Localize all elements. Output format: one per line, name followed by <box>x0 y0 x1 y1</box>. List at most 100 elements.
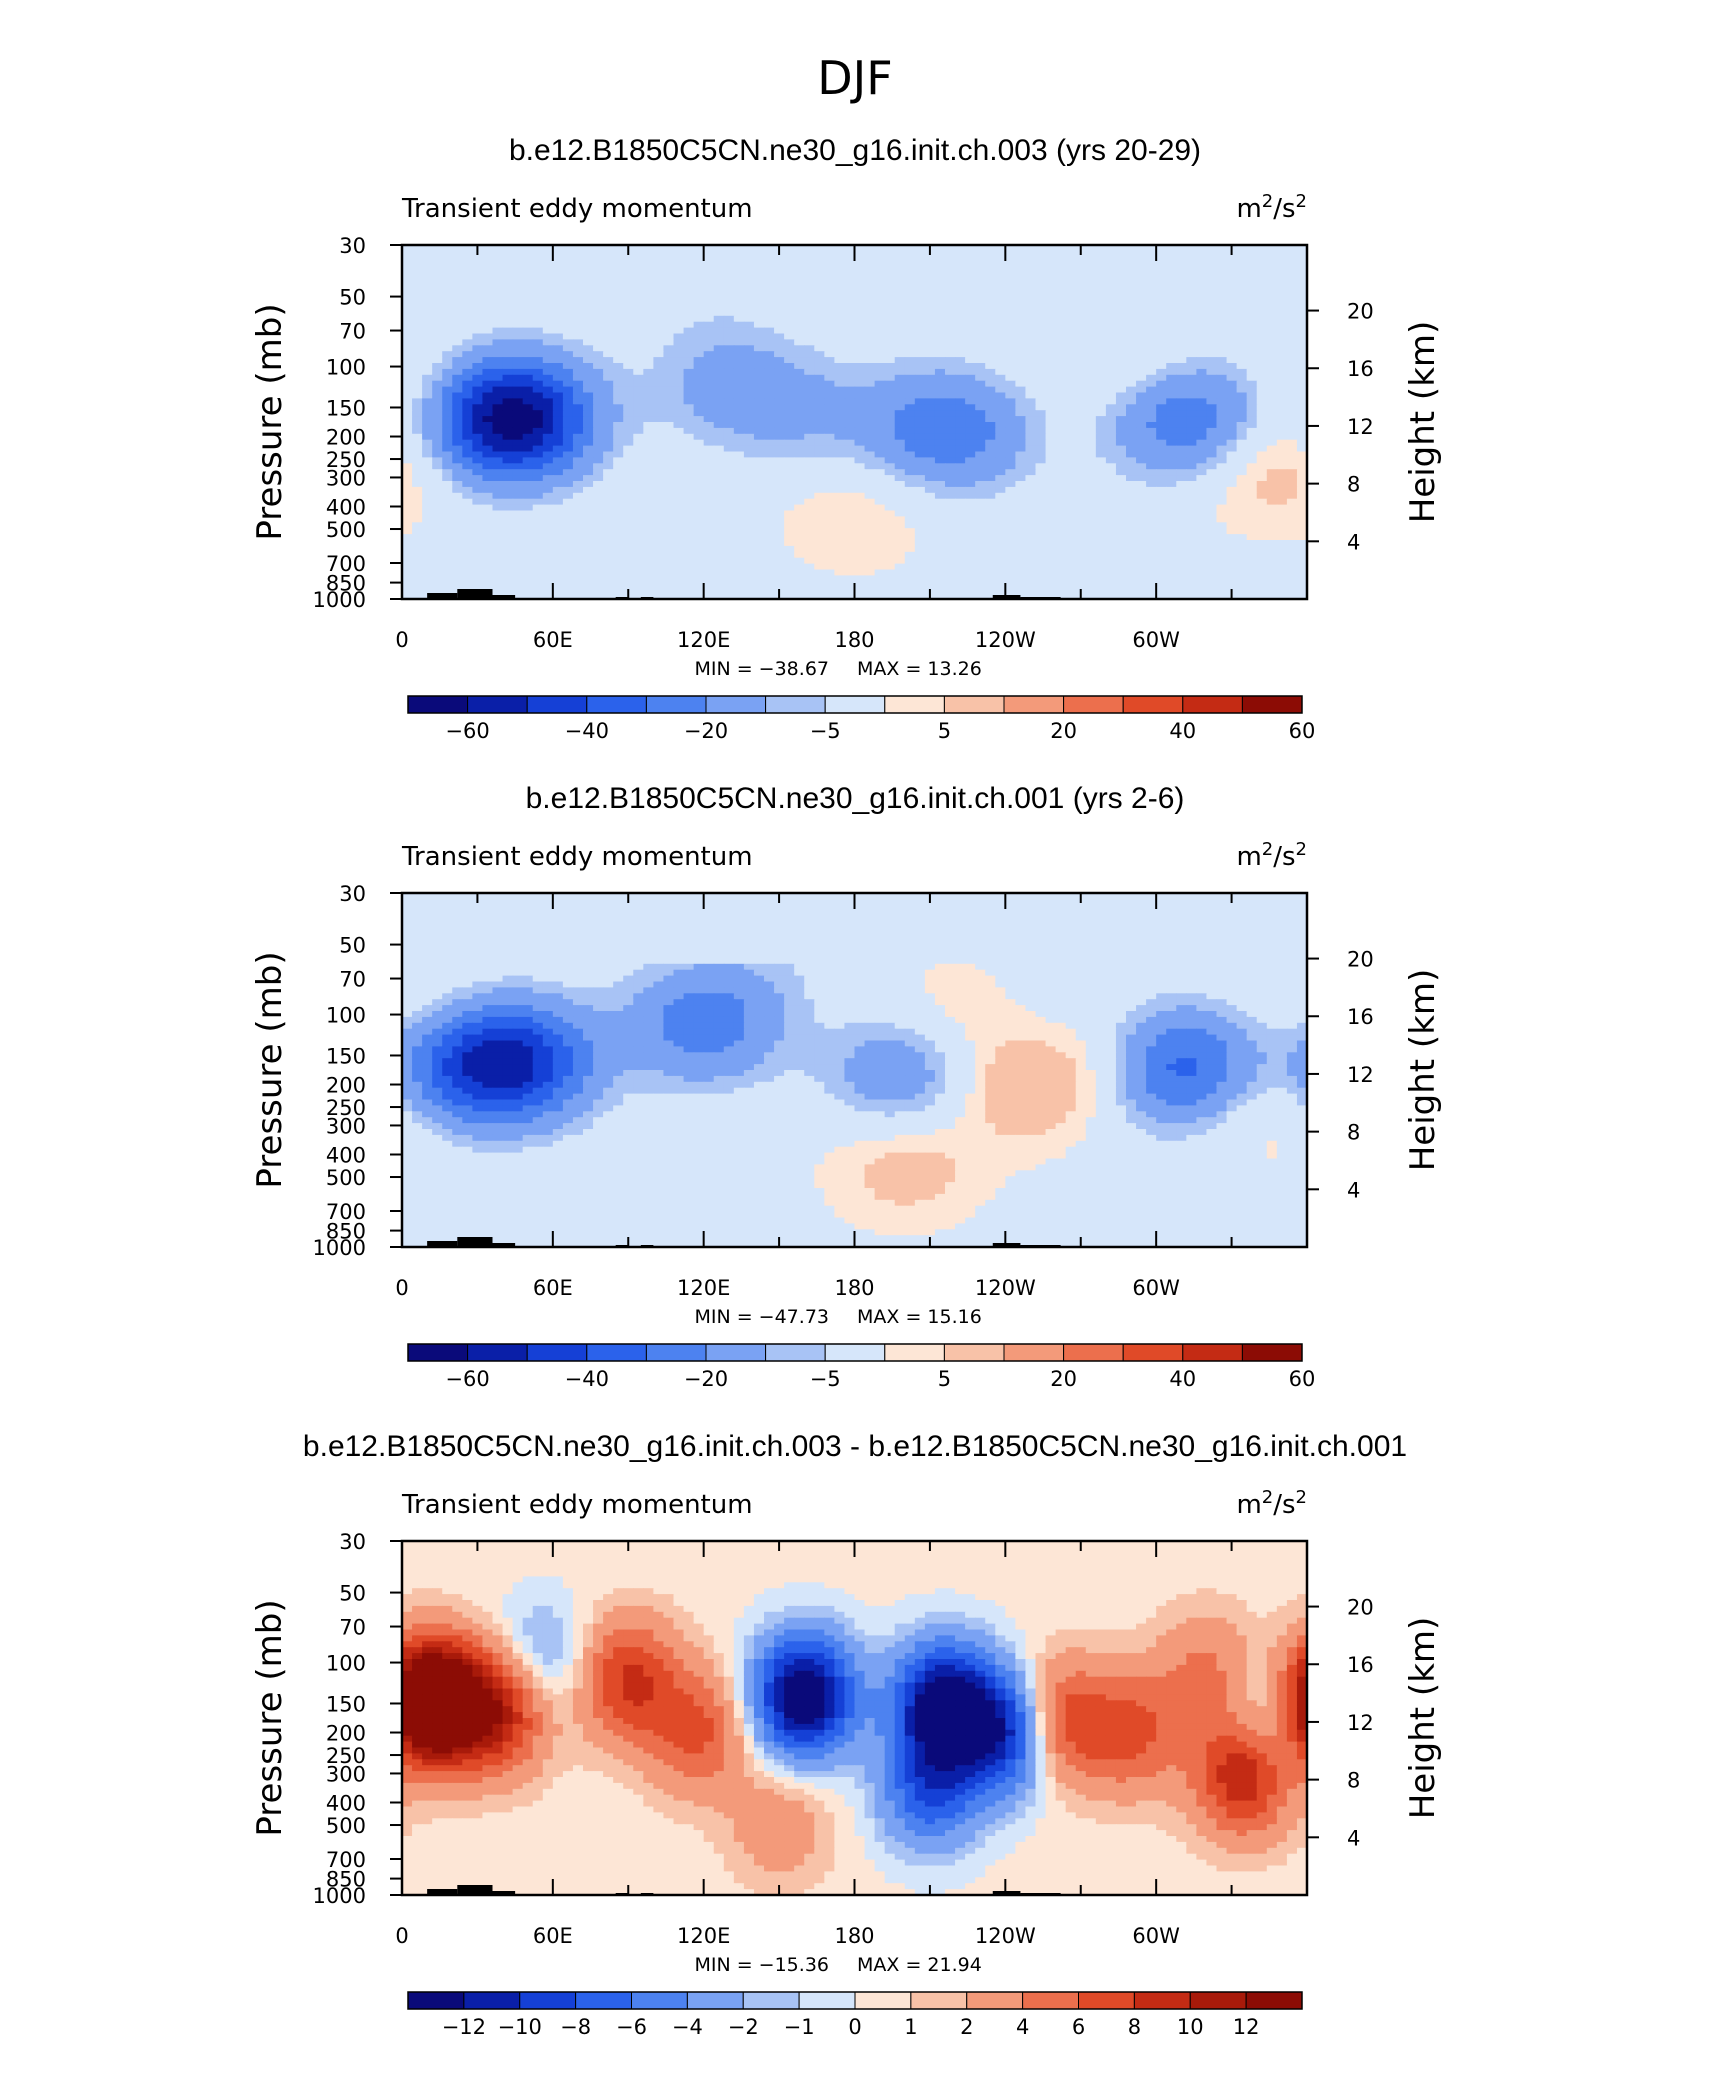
field-cell <box>854 363 866 370</box>
field-cell <box>593 292 604 299</box>
field-cell <box>542 392 554 399</box>
field-cell <box>462 422 473 429</box>
field-cell <box>462 445 473 453</box>
field-cell <box>1065 498 1077 506</box>
field-cell <box>733 262 745 270</box>
field-cell <box>753 268 765 276</box>
field-cell <box>774 416 785 423</box>
field-cell <box>1065 463 1077 470</box>
field-cell <box>1015 498 1027 506</box>
field-cell <box>854 510 866 517</box>
field-cell <box>914 245 926 252</box>
field-cell <box>1045 380 1057 388</box>
field-cell <box>1166 510 1177 517</box>
field-cell <box>723 286 735 293</box>
field-cell <box>794 250 805 258</box>
field-cell <box>1005 522 1016 529</box>
field-cell <box>713 321 725 329</box>
field-cell <box>1105 481 1117 488</box>
field-cell <box>472 292 484 299</box>
field-cell <box>904 457 916 464</box>
field-cell <box>874 492 886 500</box>
field-cell <box>542 286 554 293</box>
field-cell <box>894 545 906 553</box>
field-cell <box>703 345 715 352</box>
field-cell <box>804 280 815 287</box>
field-cell <box>955 510 966 517</box>
field-cell <box>713 504 725 512</box>
field-cell <box>512 386 524 394</box>
field-cell <box>1105 516 1117 523</box>
field-cell <box>1296 250 1307 258</box>
field-cell <box>472 510 484 517</box>
field-cell <box>1105 363 1117 370</box>
field-cell <box>1146 286 1157 293</box>
field-cell <box>1075 327 1087 335</box>
field-cell <box>412 504 423 512</box>
field-cell <box>743 492 755 500</box>
field-cell <box>693 327 705 335</box>
field-cell <box>1226 475 1238 482</box>
field-cell <box>723 475 735 482</box>
field-cell <box>1005 345 1016 352</box>
field-cell <box>834 245 846 252</box>
field-cell <box>733 457 745 464</box>
field-cell <box>1045 309 1057 317</box>
field-cell <box>593 404 604 411</box>
field-cell <box>1176 274 1187 281</box>
field-cell <box>562 345 574 352</box>
field-cell <box>1166 392 1177 399</box>
field-cell <box>452 457 463 464</box>
field-cell <box>1216 427 1228 435</box>
field-cell <box>1256 492 1268 500</box>
field-cell <box>452 469 463 476</box>
field-cell <box>402 534 413 541</box>
field-cell <box>1095 298 1107 305</box>
field-cell <box>462 451 473 458</box>
field-cell <box>955 522 966 529</box>
field-cell <box>1256 510 1268 517</box>
field-cell <box>794 510 805 517</box>
field-cell <box>492 475 504 482</box>
field-cell <box>1005 298 1016 305</box>
field-cell <box>1126 522 1137 529</box>
field-cell <box>723 327 735 335</box>
field-cell <box>1256 439 1268 447</box>
field-cell <box>764 504 775 512</box>
field-cell <box>1236 522 1248 529</box>
field-cell <box>864 481 876 488</box>
field-cell <box>1115 374 1127 382</box>
field-cell <box>784 274 795 281</box>
field-cell <box>1065 386 1077 394</box>
field-cell <box>593 345 604 352</box>
field-cell <box>1055 309 1067 317</box>
field-cell <box>1085 309 1097 317</box>
field-cell <box>703 551 715 559</box>
field-cell <box>492 522 504 529</box>
field-cell <box>1236 368 1248 376</box>
field-cell <box>965 410 976 417</box>
field-cell <box>643 256 654 264</box>
field-cell <box>723 404 735 411</box>
field-cell <box>1055 386 1067 394</box>
field-cell <box>834 256 846 264</box>
field-cell <box>1065 433 1077 441</box>
field-cell <box>1035 357 1047 364</box>
field-cell <box>1105 298 1117 305</box>
field-cell <box>1256 339 1268 346</box>
field-cell <box>452 534 463 541</box>
field-cell <box>633 268 644 276</box>
field-cell <box>1176 262 1187 270</box>
field-cell <box>472 528 484 535</box>
field-cell <box>894 333 906 340</box>
field-cell <box>1176 475 1187 482</box>
field-cell <box>794 351 805 358</box>
field-cell <box>542 315 554 323</box>
field-cell <box>1216 339 1228 346</box>
field-cell <box>552 268 564 276</box>
field-cell <box>593 451 604 458</box>
field-cell <box>804 327 815 335</box>
field-cell <box>1126 516 1137 523</box>
field-cell <box>633 463 644 470</box>
field-cell <box>1286 422 1298 429</box>
